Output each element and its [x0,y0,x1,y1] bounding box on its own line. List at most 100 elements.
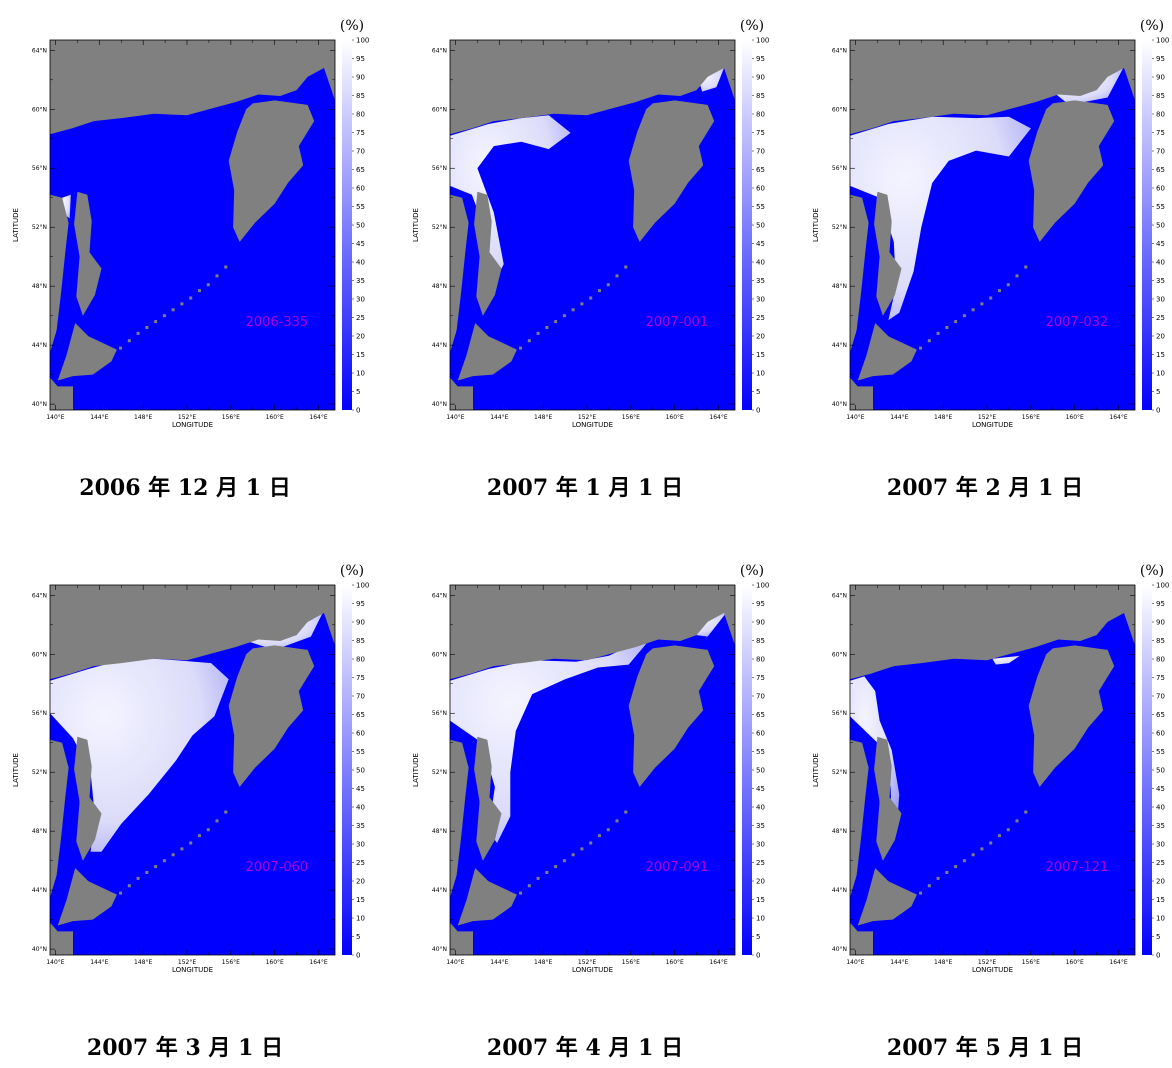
panel-caption: 2007 年 5 月 1 日 [887,1035,1083,1061]
colorbar-unit: (%) [340,18,364,34]
x-tick-label: 144°E [90,414,108,421]
x-tick-label: 164°E [1109,959,1127,966]
colorbar [742,40,752,410]
island [606,828,610,832]
colorbar-unit: (%) [740,563,764,579]
island [206,283,210,287]
island [919,346,923,350]
y-tick-label: 44°N [32,342,47,349]
colorbar-tick-label: 20 [756,333,765,341]
colorbar-tick-label: 45 [756,240,765,248]
island [971,853,975,857]
colorbar-tick-label: 65 [756,711,765,719]
colorbar-tick-label: 100 [1156,582,1169,590]
y-tick-label: 56°N [32,710,47,717]
land [850,377,873,410]
colorbar-tick-label: 10 [1156,370,1165,378]
panel-caption: 2007 年 2 月 1 日 [887,475,1083,501]
colorbar-tick-label: 45 [1156,240,1165,248]
panel-caption: 2007 年 3 月 1 日 [87,1035,283,1061]
island [1015,819,1019,823]
island [954,320,958,324]
colorbar-tick-label: 90 [756,619,765,627]
colorbar-tick-label: 75 [756,674,765,682]
island [519,346,523,350]
colorbar-tick-label: 40 [356,804,365,812]
land [1028,645,1115,787]
island [545,870,549,874]
x-tick-label: 164°E [309,959,327,966]
colorbar [1142,40,1152,410]
land [1028,100,1115,243]
colorbar-tick-label: 70 [1156,148,1165,156]
colorbar-tick-label: 60 [756,730,765,738]
colorbar-tick-label: 85 [1156,637,1165,645]
island [589,841,593,845]
island [215,819,219,823]
colorbar-tick-label: 90 [356,619,365,627]
x-tick-label: 140°E [846,414,864,421]
colorbar-tick-label: 45 [1156,785,1165,793]
island [145,870,149,874]
colorbar-unit: (%) [1140,18,1164,34]
island [554,865,558,869]
island [971,308,975,312]
colorbar-tick-label: 70 [356,693,365,701]
land [228,645,315,787]
colorbar-tick-label: 20 [1156,878,1165,886]
plot-frame [49,39,336,411]
colorbar-tick-label: 45 [356,240,365,248]
plot-frame [849,584,1136,956]
land [228,100,315,243]
colorbar-tick-label: 95 [756,55,765,63]
colorbar-tick-label: 30 [756,841,765,849]
island [545,325,549,329]
colorbar-tick-label: 50 [1156,222,1165,230]
colorbar-tick-label: 95 [356,55,365,63]
x-tick-label: 156°E [222,414,240,421]
colorbar-tick-label: 35 [356,822,365,830]
x-tick-label: 152°E [178,959,196,966]
x-tick-label: 140°E [446,414,464,421]
y-tick-label: 40°N [832,946,847,953]
colorbar-tick-label: 80 [1156,111,1165,119]
colorbar-tick-label: 80 [756,111,765,119]
x-tick-label: 156°E [1022,959,1040,966]
colorbar-tick-label: 25 [356,314,365,322]
colorbar-tick-label: 45 [756,785,765,793]
island [154,320,158,324]
island [119,891,123,895]
island [571,308,575,312]
colorbar-tick-label: 20 [356,878,365,886]
y-tick-label: 52°N [432,769,447,776]
colorbar-tick-label: 35 [1156,822,1165,830]
island [962,314,966,318]
island [180,847,184,851]
x-tick-label: 152°E [978,959,996,966]
colorbar-tick-label: 0 [756,407,760,415]
colorbar-tick-label: 40 [756,804,765,812]
x-tick-label: 164°E [709,959,727,966]
island [127,884,131,888]
y-tick-label: 44°N [432,342,447,349]
island [945,325,949,329]
colorbar-tick-label: 60 [1156,185,1165,193]
x-tick-label: 148°E [134,959,152,966]
colorbar-tick-label: 15 [1156,896,1165,904]
y-tick-label: 56°N [32,165,47,172]
plot-frame [449,584,736,956]
island [615,819,619,823]
y-tick-label: 48°N [832,283,847,290]
x-tick-label: 156°E [622,414,640,421]
sea-ice [50,657,229,852]
plot-frame [849,39,1136,411]
x-tick-label: 160°E [666,414,684,421]
colorbar-tick-label: 90 [356,74,365,82]
colorbar-tick-label: 95 [1156,600,1165,608]
x-tick-label: 152°E [978,414,996,421]
colorbar-tick-label: 0 [1156,952,1160,960]
x-tick-label: 152°E [578,414,596,421]
colorbar-tick-label: 30 [1156,296,1165,304]
colorbar-tick-label: 50 [756,767,765,775]
x-axis-title: LONGITUDE [172,421,213,429]
